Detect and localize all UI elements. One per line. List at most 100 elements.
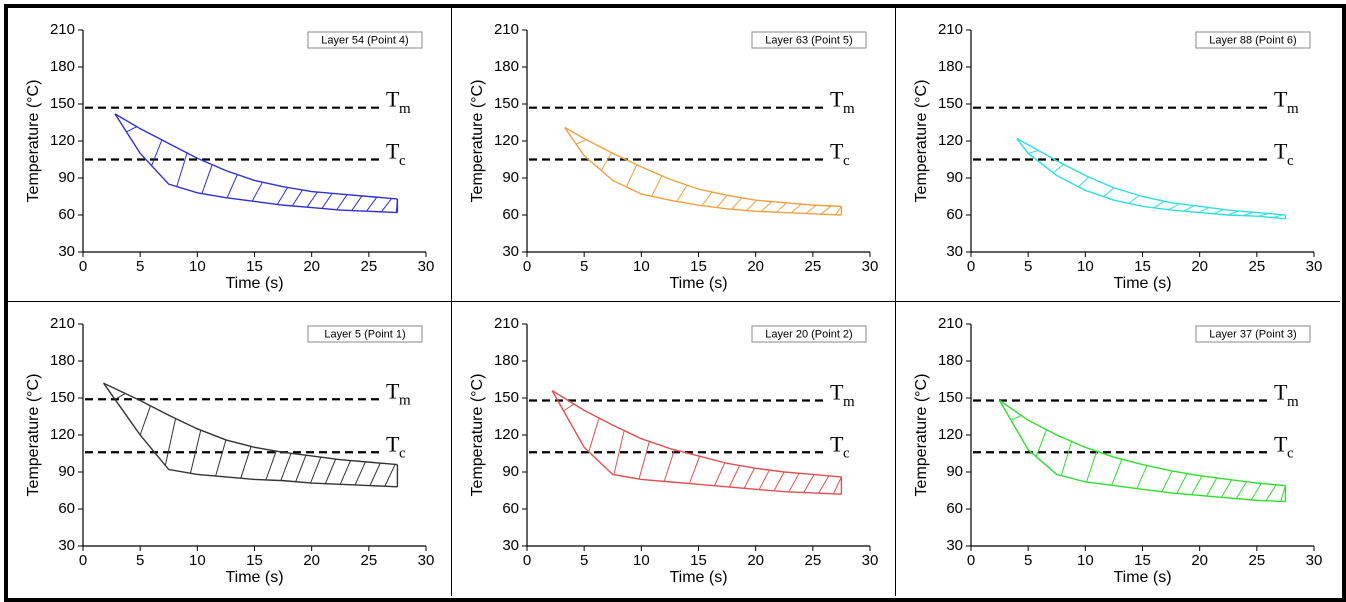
hatch <box>1265 484 1277 502</box>
hatch <box>240 446 252 479</box>
hatch <box>638 441 650 480</box>
x-tick-label: 25 <box>1248 258 1265 275</box>
reference-subscript: m <box>843 101 855 117</box>
y-tick-label: 30 <box>502 537 519 554</box>
y-tick-label: 90 <box>946 463 963 480</box>
panel: 30 60 90 120 150 180 210 0 5 10 15 20 25 30 Time (s) Te… <box>8 8 452 302</box>
y-tick-label: 180 <box>50 352 75 369</box>
upper-line <box>999 399 1286 487</box>
y-tick-label: 180 <box>50 58 75 75</box>
hatch <box>369 462 381 486</box>
hatch <box>1183 205 1195 212</box>
hatch <box>1280 485 1286 502</box>
hatch <box>663 449 675 482</box>
reference-subscript: m <box>1287 394 1299 410</box>
hatch <box>306 191 318 208</box>
y-tick-label: 180 <box>494 58 519 75</box>
y-tick-label: 210 <box>938 315 963 332</box>
hatch <box>676 184 688 202</box>
lower-line <box>998 400 1286 503</box>
x-tick-label: 15 <box>1134 552 1151 569</box>
hatch <box>714 462 726 486</box>
hatch <box>835 206 842 216</box>
x-tick-label: 25 <box>804 258 821 275</box>
chart-title: Layer 37 (Point 3) <box>1209 328 1296 340</box>
hatch <box>139 405 151 436</box>
hatch <box>688 456 701 484</box>
hatch <box>1052 163 1064 174</box>
x-tick-label: 5 <box>136 258 144 275</box>
panel: 30 60 90 120 150 180 210 0 5 10 15 20 25 30 Time (s) Te… <box>896 8 1340 302</box>
chart-title: Layer 20 (Point 2) <box>765 328 852 340</box>
hatch <box>114 393 126 400</box>
hatch <box>775 202 787 213</box>
reference-subscript: c <box>1287 153 1294 169</box>
hatch <box>1153 200 1165 209</box>
hatch <box>773 471 785 492</box>
hatch <box>251 181 263 202</box>
chart: 30 60 90 120 150 180 210 0 5 10 15 20 25 30 Time (s) Te… <box>25 315 434 586</box>
hatch <box>818 475 830 494</box>
reference-label: T <box>830 139 844 164</box>
y-tick-label: 120 <box>938 132 963 149</box>
y-tick-label: 210 <box>494 21 519 38</box>
hatch <box>164 418 177 466</box>
hatch <box>291 189 303 207</box>
x-axis-label: Time (s) <box>1113 275 1171 292</box>
reference-subscript: m <box>399 101 411 117</box>
hatch <box>613 430 625 475</box>
title-box <box>1195 31 1311 49</box>
x-tick-label: 10 <box>633 552 650 569</box>
y-tick-label: 30 <box>502 243 519 260</box>
title-box <box>751 31 867 49</box>
y-tick-label: 90 <box>58 169 75 186</box>
y-tick-label: 120 <box>50 132 75 149</box>
x-tick-label: 30 <box>1306 552 1323 569</box>
x-tick-label: 10 <box>1077 258 1094 275</box>
x-tick-label: 30 <box>1306 258 1323 275</box>
hatch <box>803 474 815 493</box>
x-tick-label: 25 <box>360 258 377 275</box>
x-tick-label: 15 <box>246 258 263 275</box>
y-tick-label: 30 <box>58 243 75 260</box>
upper-line <box>551 390 842 478</box>
hatch <box>1191 475 1203 495</box>
y-tick-label: 120 <box>494 426 519 443</box>
reference-subscript: m <box>1287 101 1299 117</box>
hatch <box>1220 479 1233 498</box>
reference-label: T <box>386 431 400 456</box>
hatch <box>1128 195 1140 204</box>
y-tick-label: 90 <box>502 169 519 186</box>
hatch <box>176 152 188 187</box>
x-tick-label: 5 <box>136 552 144 569</box>
hatch <box>588 417 600 452</box>
y-tick-label: 150 <box>50 389 75 406</box>
hatch <box>805 204 817 214</box>
reference-label: T <box>830 87 844 112</box>
y-tick-label: 150 <box>938 389 963 406</box>
hatch <box>651 175 663 197</box>
reference-label: T <box>830 431 844 456</box>
hatch <box>1028 149 1039 154</box>
hatch <box>788 473 800 493</box>
reference-subscript: c <box>843 153 850 169</box>
lower-line <box>551 390 842 495</box>
hatch <box>226 174 238 199</box>
hatch <box>276 187 289 205</box>
hatch <box>324 458 337 484</box>
y-axis-label: Temperature (°C) <box>25 374 42 497</box>
hatch <box>1213 209 1224 215</box>
x-tick-label: 20 <box>747 552 764 569</box>
hatch <box>1010 415 1022 421</box>
x-tick-label: 30 <box>862 258 879 275</box>
hatch <box>1078 176 1090 188</box>
upper-line <box>114 113 398 200</box>
x-tick-label: 15 <box>1134 258 1151 275</box>
y-axis-label: Temperature (°C) <box>25 80 42 203</box>
hatch <box>758 469 770 490</box>
hatch <box>1161 470 1173 493</box>
hatch <box>1198 207 1210 213</box>
hatch <box>310 456 322 484</box>
chart: 30 60 90 120 150 180 210 0 5 10 15 20 25 30 Time (s) Te… <box>913 21 1323 292</box>
hatch <box>354 461 366 486</box>
